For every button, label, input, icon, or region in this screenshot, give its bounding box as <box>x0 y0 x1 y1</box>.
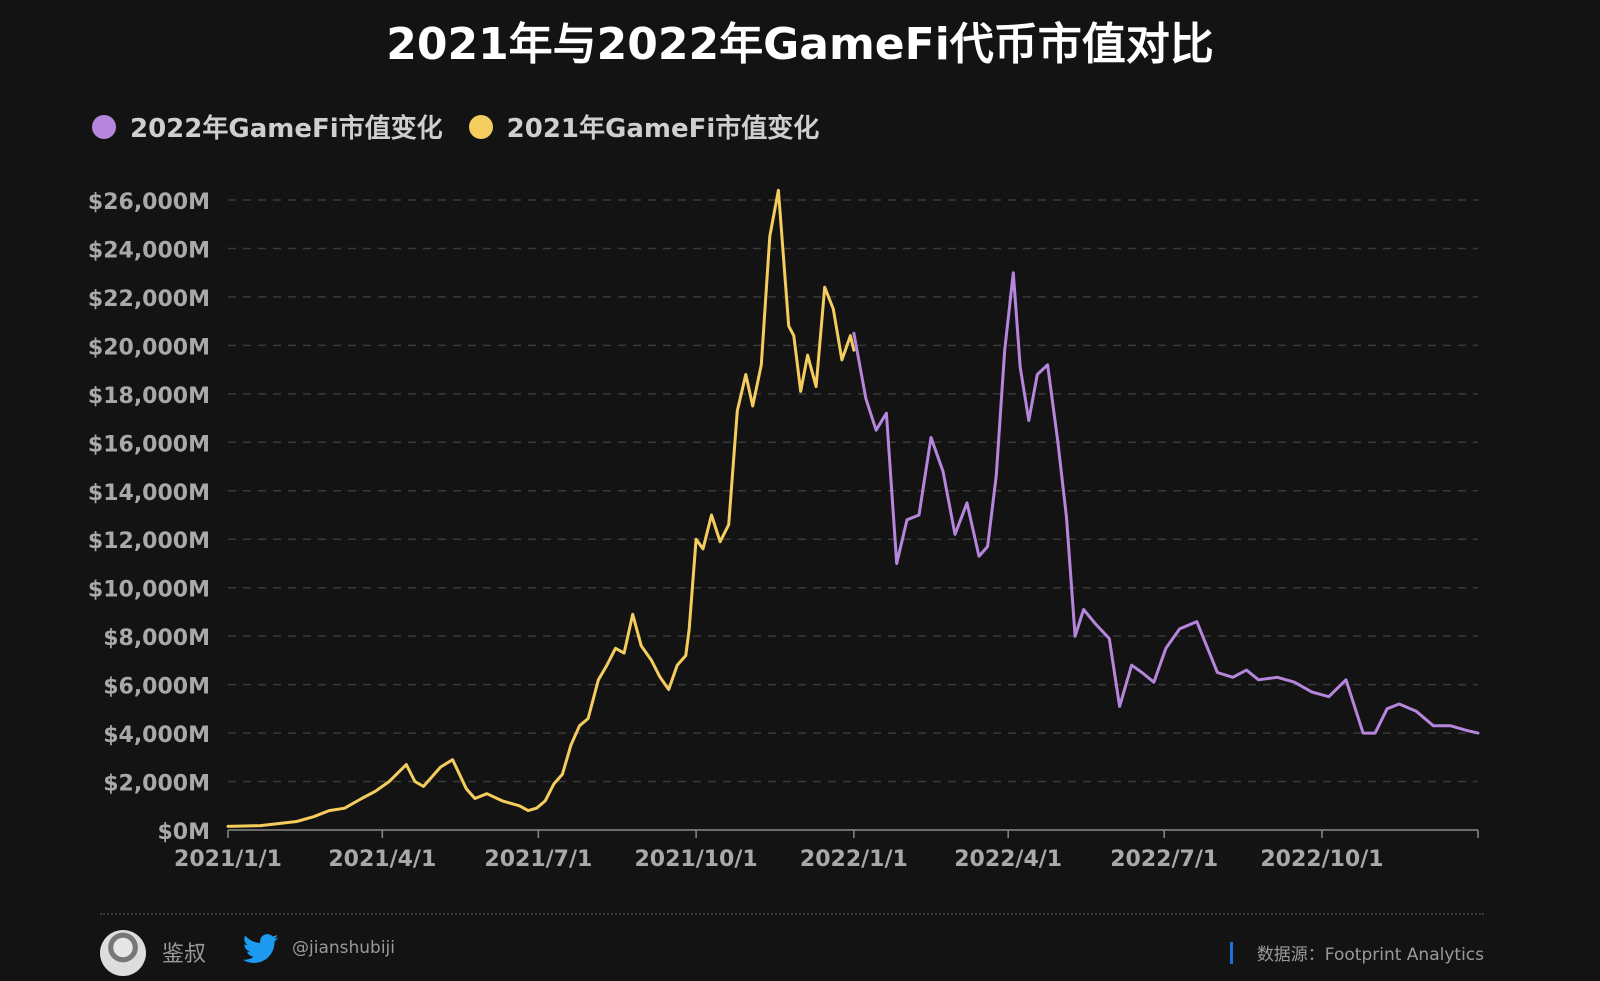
y-tick-label: $4,000M <box>103 723 210 748</box>
y-tick-label: $16,000M <box>88 432 210 457</box>
grid-lines <box>228 199 1478 783</box>
legend-dot-icon <box>92 114 116 139</box>
twitter-icon <box>242 934 279 963</box>
x-tick-label: 2021/10/1 <box>634 847 757 872</box>
x-tick-label: 2022/10/1 <box>1260 847 1383 872</box>
legend-item-2022[interactable]: 2022年GameFi市值变化 <box>92 108 443 145</box>
y-tick-label: $12,000M <box>88 529 210 554</box>
legend-item-2021[interactable]: 2021年GameFi市值变化 <box>468 108 820 145</box>
data-source: 数据源：Footprint Analytics <box>1256 945 1484 965</box>
chart-title: 2021年与2022年GameFi代币市值对比 <box>386 19 1214 70</box>
x-axis: 2021/1/1 2021/4/1 2021/7/1 2021/10/1 2022/1/… <box>174 829 1479 872</box>
y-tick-label: $26,000M <box>88 190 210 215</box>
y-tick-label: $22,000M <box>88 287 210 312</box>
y-tick-label: $14,000M <box>88 481 210 506</box>
y-tick-label: $6,000M <box>103 675 210 700</box>
footer: 鉴叔 @jianshubiji 数据源：Footprint Analytics <box>100 928 1484 976</box>
x-tick-label: 2021/7/1 <box>484 847 592 872</box>
legend-dot-icon <box>468 114 493 139</box>
legend-label-2021: 2021年GameFi市值变化 <box>506 114 820 144</box>
y-tick-label: $2,000M <box>103 772 210 797</box>
y-tick-label: $8,000M <box>103 626 210 651</box>
series-line-2021 <box>226 188 856 828</box>
x-tick-label: 2022/1/1 <box>800 847 908 872</box>
y-tick-label: $24,000M <box>88 238 210 263</box>
y-tick-label: $0M <box>157 820 210 845</box>
twitter-handle[interactable]: @jianshubiji <box>292 938 396 958</box>
series-group <box>226 188 1480 828</box>
x-tick-label: 2021/4/1 <box>328 847 436 872</box>
legend-label-2022: 2022年GameFi市值变化 <box>130 114 443 144</box>
avatar-icon <box>100 930 146 976</box>
y-tick-label: $10,000M <box>88 578 210 603</box>
source-accent-bar <box>1230 942 1233 964</box>
legend: 2022年GameFi市值变化 2021年GameFi市值变化 <box>92 108 819 145</box>
x-tick-label: 2022/4/1 <box>954 847 1062 872</box>
author-name: 鉴叔 <box>162 942 207 967</box>
x-tick-label: 2022/7/1 <box>1110 847 1218 872</box>
y-axis: $0M $2,000M $4,000M $6,000M $8,000M $10,000M $… <box>88 190 210 845</box>
x-tick-label: 2021/1/1 <box>174 847 282 872</box>
y-tick-label: $18,000M <box>88 384 210 409</box>
series-line-2022 <box>852 271 1480 735</box>
footer-divider <box>100 913 1484 915</box>
y-tick-label: $20,000M <box>88 335 210 360</box>
